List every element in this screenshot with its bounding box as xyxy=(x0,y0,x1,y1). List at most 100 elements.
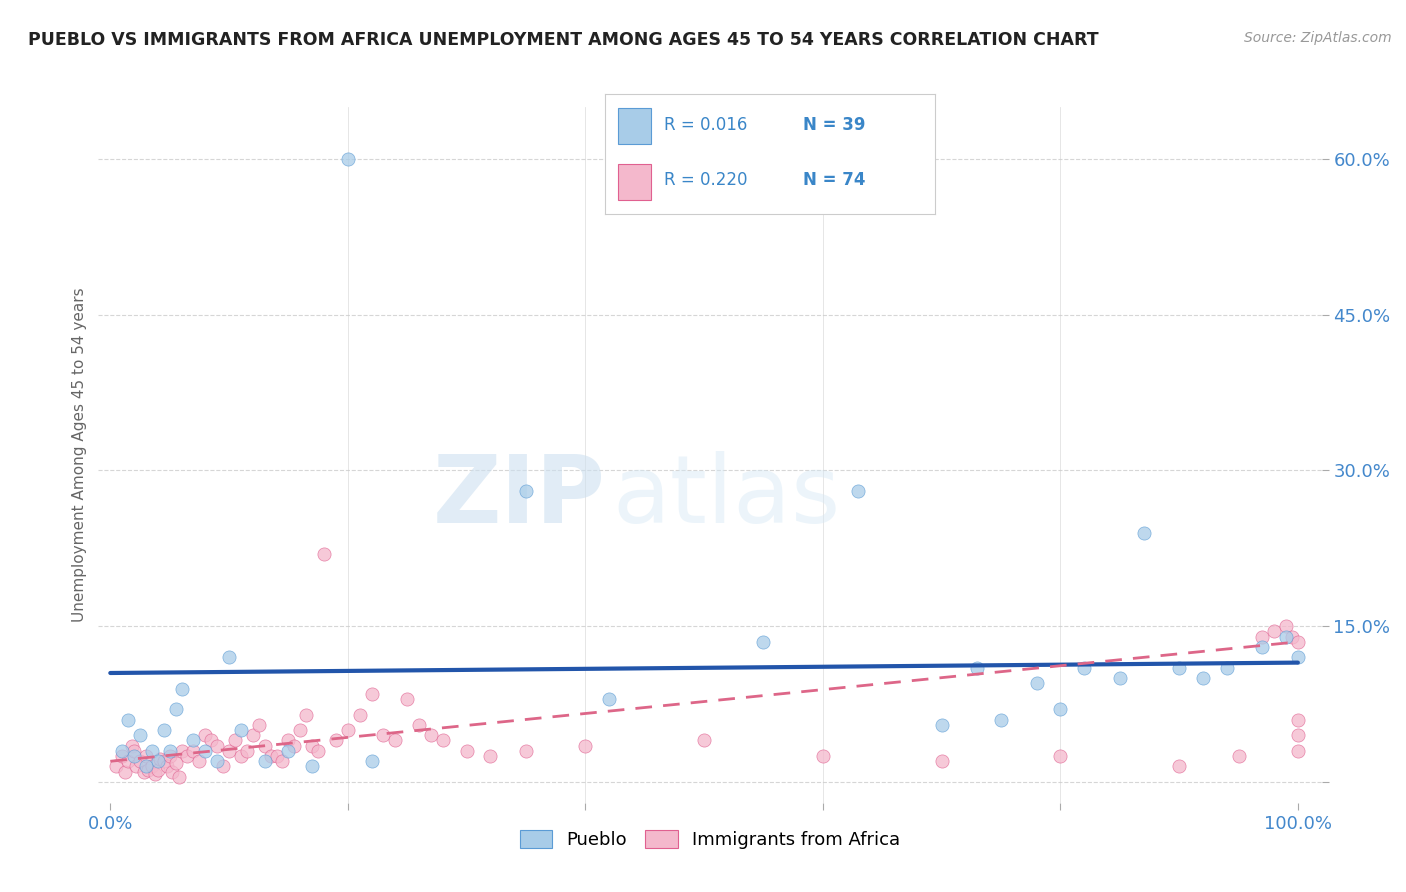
Point xyxy=(1286,728,1309,742)
Point xyxy=(117,713,139,727)
Point xyxy=(336,723,359,738)
Point xyxy=(132,764,155,779)
Point xyxy=(373,728,395,742)
Point xyxy=(194,744,217,758)
Point xyxy=(218,744,240,758)
Point xyxy=(966,661,988,675)
Bar xyxy=(617,108,651,145)
Point xyxy=(349,707,371,722)
Point xyxy=(183,744,205,758)
Point xyxy=(111,744,134,758)
Point xyxy=(290,723,312,738)
Point xyxy=(170,681,193,696)
Point xyxy=(1192,671,1215,685)
Point xyxy=(456,744,478,758)
Point xyxy=(183,733,205,747)
Text: N = 39: N = 39 xyxy=(803,116,865,134)
Point xyxy=(752,635,775,649)
Point xyxy=(146,763,169,777)
Point xyxy=(200,733,222,747)
Point xyxy=(122,744,145,758)
Point xyxy=(1281,630,1303,644)
Point xyxy=(1227,749,1250,764)
Text: ZIP: ZIP xyxy=(433,450,606,542)
Point xyxy=(1251,640,1274,654)
Point xyxy=(229,723,252,738)
Point xyxy=(176,749,198,764)
Text: Source: ZipAtlas.com: Source: ZipAtlas.com xyxy=(1244,31,1392,45)
Point xyxy=(301,759,323,773)
Point xyxy=(271,754,294,768)
Point xyxy=(432,733,454,747)
Point xyxy=(811,749,834,764)
Text: R = 0.220: R = 0.220 xyxy=(664,171,748,189)
Point xyxy=(165,702,187,716)
Point xyxy=(205,739,228,753)
Point xyxy=(149,752,172,766)
Point xyxy=(1132,525,1154,540)
Point xyxy=(170,744,193,758)
Point xyxy=(931,718,953,732)
Point xyxy=(129,754,152,768)
Point xyxy=(479,749,502,764)
Point xyxy=(1275,630,1298,644)
Point xyxy=(125,759,148,773)
Point xyxy=(295,707,318,722)
Text: N = 74: N = 74 xyxy=(803,171,865,189)
Point xyxy=(242,728,264,742)
Point xyxy=(105,759,128,773)
Point xyxy=(156,759,179,773)
Point xyxy=(253,754,276,768)
Point xyxy=(1251,630,1274,644)
Point xyxy=(312,547,335,561)
Point xyxy=(259,749,281,764)
Point xyxy=(1286,744,1309,758)
Point xyxy=(1025,676,1047,690)
Point xyxy=(135,759,157,773)
Point xyxy=(1049,702,1071,716)
Point xyxy=(325,733,347,747)
Point xyxy=(848,484,870,499)
Point xyxy=(360,754,382,768)
Point xyxy=(135,749,157,764)
Point xyxy=(515,744,537,758)
Point xyxy=(218,650,240,665)
Point xyxy=(408,718,430,732)
Point xyxy=(598,692,620,706)
Point xyxy=(277,733,299,747)
Bar xyxy=(617,163,651,200)
Text: PUEBLO VS IMMIGRANTS FROM AFRICA UNEMPLOYMENT AMONG AGES 45 TO 54 YEARS CORRELAT: PUEBLO VS IMMIGRANTS FROM AFRICA UNEMPLO… xyxy=(28,31,1098,49)
Point xyxy=(145,766,167,780)
Point xyxy=(167,770,190,784)
Point xyxy=(160,764,183,779)
Text: R = 0.016: R = 0.016 xyxy=(664,116,748,134)
Point xyxy=(136,763,159,777)
Point xyxy=(122,749,145,764)
Point xyxy=(247,718,270,732)
Point xyxy=(121,739,143,753)
Point xyxy=(1168,661,1191,675)
Point xyxy=(693,733,716,747)
Point xyxy=(283,739,305,753)
Point xyxy=(117,754,139,768)
Point xyxy=(111,749,134,764)
Point xyxy=(574,739,596,753)
Point xyxy=(152,723,174,738)
Legend: Pueblo, Immigrants from Africa: Pueblo, Immigrants from Africa xyxy=(512,822,908,856)
Point xyxy=(229,749,252,764)
Point xyxy=(1073,661,1095,675)
Point xyxy=(141,744,163,758)
Point xyxy=(205,754,228,768)
Point xyxy=(360,687,382,701)
Point xyxy=(1286,713,1309,727)
Point xyxy=(301,739,323,753)
Y-axis label: Unemployment Among Ages 45 to 54 years: Unemployment Among Ages 45 to 54 years xyxy=(72,287,87,623)
Point xyxy=(1168,759,1191,773)
Point xyxy=(141,759,163,773)
Point xyxy=(129,728,152,742)
Point xyxy=(1263,624,1285,639)
Point xyxy=(236,744,259,758)
Point xyxy=(990,713,1012,727)
Point xyxy=(1275,619,1298,633)
Point xyxy=(159,744,181,758)
